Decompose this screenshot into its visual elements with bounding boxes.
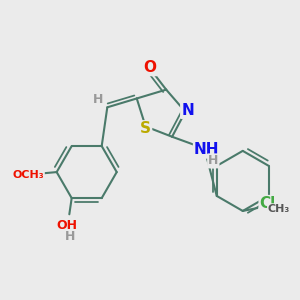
Text: H: H <box>208 154 218 167</box>
Text: S: S <box>140 121 151 136</box>
Text: OH: OH <box>57 219 78 232</box>
Text: CH₃: CH₃ <box>268 204 290 214</box>
Text: H: H <box>93 93 103 106</box>
Text: NH: NH <box>194 142 220 158</box>
Text: Cl: Cl <box>260 196 276 211</box>
Text: OCH₃: OCH₃ <box>12 170 44 180</box>
Text: O: O <box>143 60 157 75</box>
Text: H: H <box>65 230 75 244</box>
Text: N: N <box>181 103 194 118</box>
